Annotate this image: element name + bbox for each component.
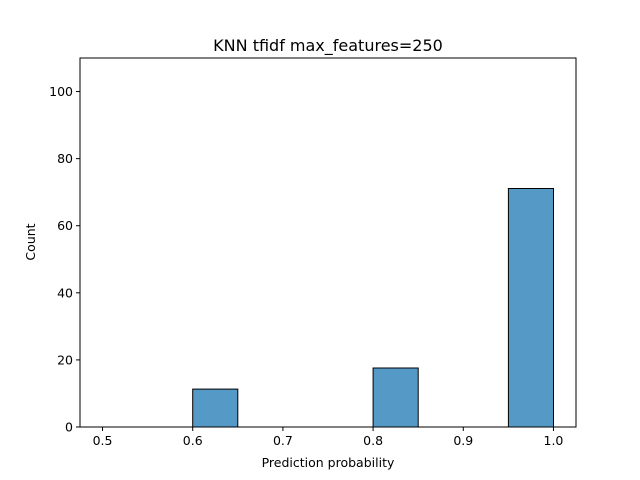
x-tick-label: 0.8 <box>363 433 383 448</box>
histogram-bar-0 <box>192 388 239 428</box>
histogram-bar-2 <box>507 188 554 428</box>
x-axis-ticks: 0.5 0.6 0.7 0.8 0.9 1.0 <box>93 427 564 448</box>
x-tick-label: 0.5 <box>93 433 113 448</box>
x-tick-label: 0.7 <box>273 433 293 448</box>
y-axis-label: Count <box>23 223 38 260</box>
x-tick-label: 1.0 <box>544 433 564 448</box>
y-tick-label: 60 <box>57 218 73 233</box>
y-tick-label: 100 <box>49 84 73 99</box>
x-axis-label: Prediction probability <box>262 455 395 470</box>
y-tick-label: 20 <box>57 352 73 367</box>
bars <box>192 188 554 428</box>
y-tick-label: 0 <box>65 420 73 435</box>
y-tick-label: 80 <box>57 151 73 166</box>
chart-title: KNN tfidf max_features=250 <box>213 36 443 56</box>
x-tick-label: 0.6 <box>183 433 203 448</box>
y-axis-ticks: 0 20 40 60 80 100 <box>49 84 80 435</box>
x-tick-label: 0.9 <box>453 433 473 448</box>
histogram-bar-1 <box>372 367 419 428</box>
y-tick-label: 40 <box>57 285 73 300</box>
plot-frame <box>79 57 577 428</box>
